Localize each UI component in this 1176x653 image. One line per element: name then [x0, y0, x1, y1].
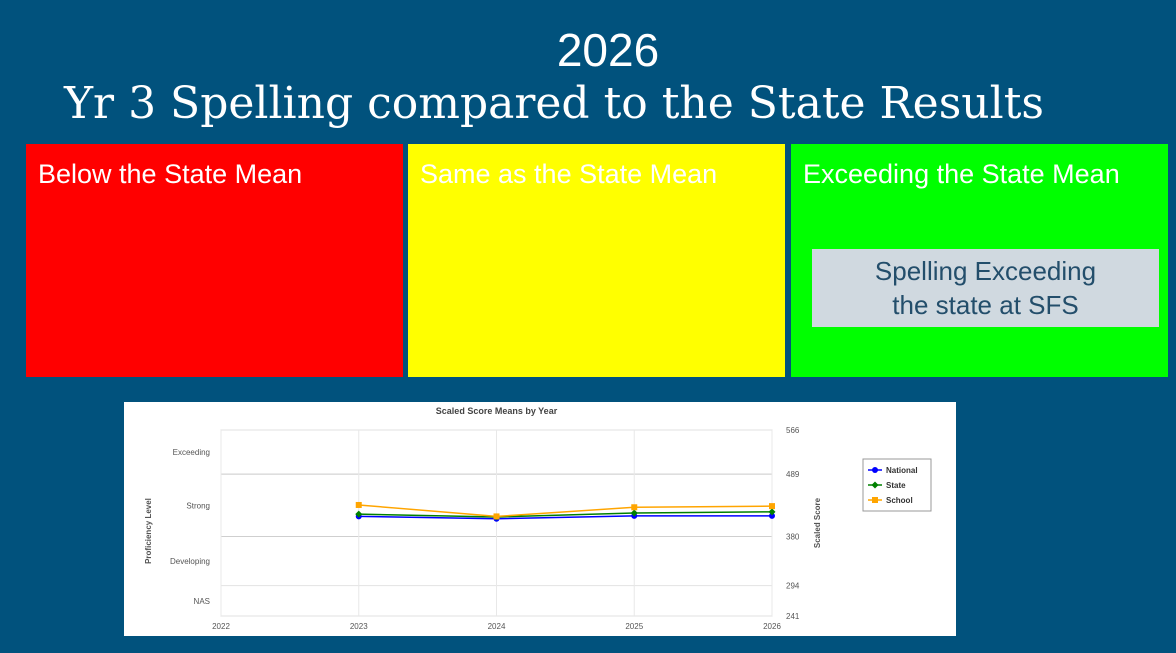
x-tick-label: 2023 [350, 622, 368, 631]
series-line-school [358, 504, 773, 518]
legend-marker-state [871, 481, 879, 489]
data-point-school [769, 503, 775, 510]
panel-label-exceeding: Exceeding the State Mean [803, 159, 1120, 189]
chart-container: Scaled Score Means by Year 566 489 380 294 24… [124, 402, 956, 636]
legend-marker-national [872, 467, 878, 473]
panel-below-state-mean: Below the State Mean [26, 144, 403, 377]
panel-label-below: Below the State Mean [38, 159, 303, 189]
chart-title: Scaled Score Means by Year [436, 406, 558, 416]
right-axis-tick-label: 380 [786, 532, 800, 541]
result-note-line-1: Spelling Exceeding [874, 256, 1097, 286]
result-note: Spelling Exceeding the state at SFS [812, 249, 1159, 327]
result-note-line-2: the state at SFS [892, 290, 1079, 320]
series-line-state [358, 511, 773, 518]
legend-label-national: National [886, 466, 918, 475]
x-tick-label: 2022 [212, 622, 230, 631]
x-tick-label: 2025 [625, 622, 643, 631]
x-tick-label: 2024 [488, 622, 506, 631]
left-axis-title: Proficiency Level [144, 498, 153, 564]
data-point-school [355, 501, 362, 508]
right-axis-tick-label: 294 [786, 582, 800, 591]
data-point-state [768, 508, 776, 516]
proficiency-band-label: Strong [186, 501, 210, 510]
proficiency-band-label: Developing [170, 557, 210, 566]
series-line-national [358, 515, 772, 520]
panel-label-same: Same as the State Mean [420, 159, 718, 189]
proficiency-band-label: NAS [194, 597, 210, 606]
right-axis-tick-label: 241 [786, 612, 800, 621]
x-tick-label: 2026 [763, 622, 781, 631]
legend-label-school: School [886, 496, 913, 505]
right-axis-tick-label: 566 [786, 426, 800, 435]
legend-label-state: State [886, 481, 906, 490]
data-point-school [493, 513, 500, 520]
data-point-school [631, 504, 638, 511]
page-title: Yr 3 Spelling compared to the State Resu… [64, 78, 1044, 129]
right-axis-title: Scaled Score [813, 497, 822, 548]
panel-exceeding-state-mean: Exceeding the State Mean Spelling Exceed… [791, 144, 1168, 377]
title-year: 2026 [556, 24, 660, 76]
panel-same-as-state-mean: Same as the State Mean [408, 144, 785, 377]
data-point-national [769, 512, 775, 519]
right-axis-tick-label: 489 [786, 470, 800, 479]
proficiency-band-label: Exceeding [173, 448, 210, 457]
scaled-score-chart: Scaled Score Means by Year 566 489 380 294 24… [144, 406, 932, 631]
data-point-state [630, 509, 638, 517]
legend-marker-school [872, 497, 878, 503]
